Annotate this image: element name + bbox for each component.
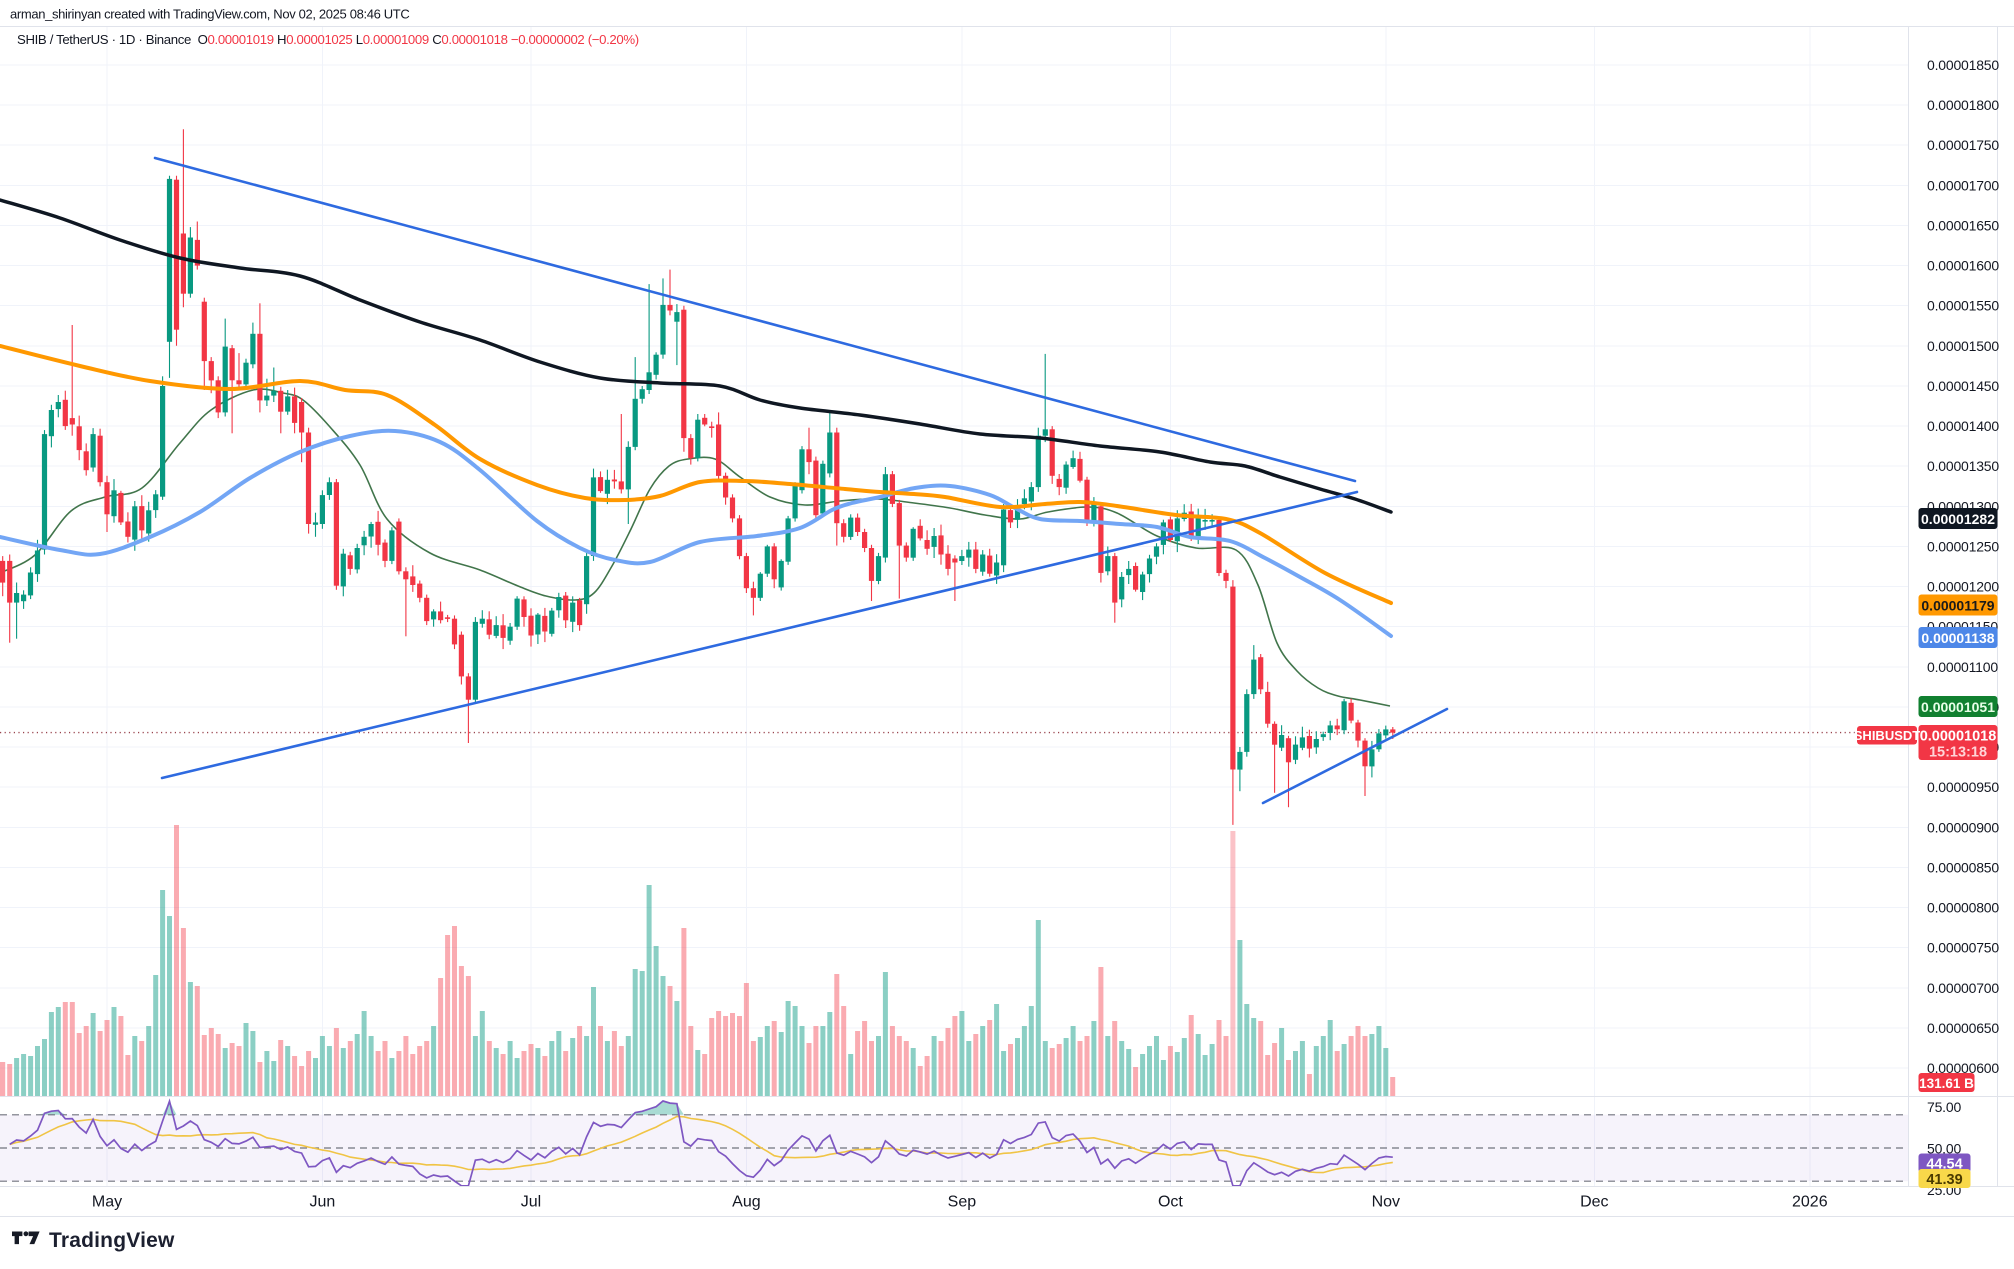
svg-text:0.00001750: 0.00001750 <box>1927 137 1999 153</box>
svg-text:0.00001650: 0.00001650 <box>1927 218 1999 234</box>
svg-text:50.00: 50.00 <box>1927 1141 1961 1157</box>
svg-text:May: May <box>92 1194 122 1211</box>
svg-text:0.00001550: 0.00001550 <box>1927 298 1999 314</box>
svg-text:0.00001350: 0.00001350 <box>1927 458 1999 474</box>
svg-text:15:13:18: 15:13:18 <box>1929 745 1987 761</box>
svg-text:Jun: Jun <box>310 1194 336 1211</box>
svg-text:0.00000700: 0.00000700 <box>1927 980 1999 996</box>
svg-text:0.00000950: 0.00000950 <box>1927 779 1999 795</box>
svg-text:0.00000650: 0.00000650 <box>1927 1020 1999 1036</box>
svg-text:Jul: Jul <box>521 1194 541 1211</box>
svg-text:131.61 B: 131.61 B <box>1919 1076 1974 1091</box>
svg-text:0.00001250: 0.00001250 <box>1927 538 1999 554</box>
svg-text:0.00000600: 0.00000600 <box>1927 1060 1999 1076</box>
svg-text:Sep: Sep <box>948 1194 977 1211</box>
svg-text:0.00001100: 0.00001100 <box>1927 659 1998 675</box>
svg-text:0.00001179: 0.00001179 <box>1921 597 1994 613</box>
svg-text:0.00001051: 0.00001051 <box>1921 699 1995 715</box>
svg-text:TradingView: TradingView <box>49 1229 175 1252</box>
svg-text:75.00: 75.00 <box>1927 1099 1961 1115</box>
svg-text:0.00001700: 0.00001700 <box>1927 177 1999 193</box>
svg-text:0.00001138: 0.00001138 <box>1921 630 1994 646</box>
svg-text:44.54: 44.54 <box>1926 1156 1962 1172</box>
svg-text:0.00001018: 0.00001018 <box>1920 729 1997 745</box>
svg-text:0.00001282: 0.00001282 <box>1921 511 1995 527</box>
svg-text:Dec: Dec <box>1580 1194 1608 1211</box>
svg-text:SHIB / TetherUS · 1D · Binance: SHIB / TetherUS · 1D · Binance O0.000010… <box>17 32 639 47</box>
svg-text:0.00000900: 0.00000900 <box>1927 819 1999 835</box>
svg-text:Nov: Nov <box>1372 1194 1400 1211</box>
svg-text:0.00001400: 0.00001400 <box>1927 418 1999 434</box>
svg-text:41.39: 41.39 <box>1926 1172 1962 1188</box>
svg-text:0.00000750: 0.00000750 <box>1927 940 1999 956</box>
svg-text:Aug: Aug <box>732 1194 760 1211</box>
svg-text:Oct: Oct <box>1158 1194 1183 1211</box>
svg-text:0.00000800: 0.00000800 <box>1927 900 1999 916</box>
svg-text:0.00001450: 0.00001450 <box>1927 378 1999 394</box>
svg-text:0.00001200: 0.00001200 <box>1927 579 1999 595</box>
svg-text:0.00000850: 0.00000850 <box>1927 859 1999 875</box>
svg-text:0.00001600: 0.00001600 <box>1927 258 1999 274</box>
svg-text:SHIBUSDT: SHIBUSDT <box>1854 728 1921 743</box>
svg-text:2026: 2026 <box>1792 1194 1828 1211</box>
svg-text:arman_shirinyan created with T: arman_shirinyan created with TradingView… <box>10 7 409 22</box>
svg-text:0.00001850: 0.00001850 <box>1927 57 1999 73</box>
svg-text:0.00001800: 0.00001800 <box>1927 97 1999 113</box>
svg-text:0.00001500: 0.00001500 <box>1927 338 1999 354</box>
